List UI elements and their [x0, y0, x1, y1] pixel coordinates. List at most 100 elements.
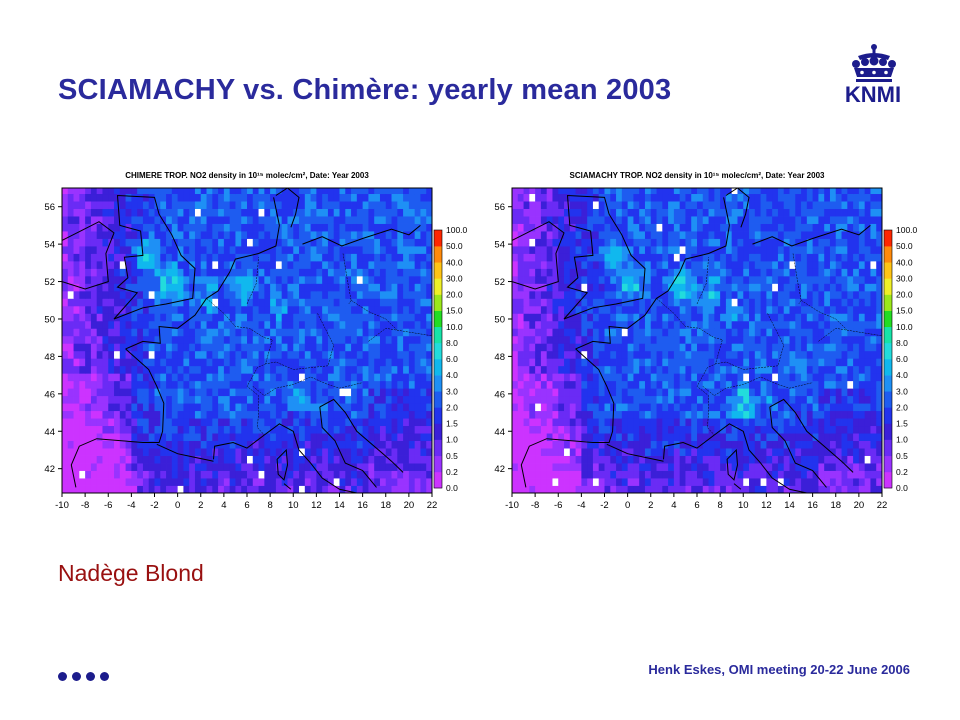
heatmap-cell — [108, 328, 115, 337]
heatmap-cell — [673, 425, 681, 434]
heatmap-cell — [79, 388, 86, 397]
heatmap-cell — [587, 238, 594, 247]
heatmap-cell — [322, 440, 329, 449]
heatmap-cell — [206, 238, 213, 247]
heatmap-cell — [420, 268, 427, 277]
heatmap-cell — [189, 455, 196, 464]
heatmap-cell — [610, 365, 617, 374]
heatmap-cell — [743, 478, 750, 486]
heatmap-cell — [327, 485, 335, 493]
heatmap-cell — [621, 440, 629, 449]
heatmap-cell — [702, 403, 709, 412]
heatmap-cell — [131, 193, 138, 202]
heatmap-cell — [616, 320, 623, 329]
heatmap-cell — [264, 320, 271, 329]
heatmap-cell — [67, 395, 74, 404]
heatmap-cell — [310, 320, 317, 329]
heatmap-cell — [512, 343, 519, 352]
heatmap-cell — [327, 418, 335, 427]
heatmap-cell — [639, 268, 646, 277]
y-tick-label: 42 — [44, 464, 55, 475]
heatmap-cell — [368, 418, 375, 427]
heatmap-cell — [310, 418, 317, 427]
heatmap-cell — [564, 388, 571, 397]
heatmap-cell — [720, 275, 727, 284]
heatmap-cell — [287, 313, 294, 322]
colorbar-label: 1.5 — [446, 419, 458, 429]
heatmap-cell — [656, 298, 663, 307]
heatmap-cell — [639, 231, 646, 239]
heatmap-cell — [327, 365, 335, 374]
heatmap-cell — [160, 208, 167, 217]
heatmap-cell — [345, 193, 352, 202]
heatmap-cell — [206, 343, 213, 352]
heatmap-cell — [62, 208, 69, 217]
heatmap-cell — [633, 448, 640, 456]
x-tick-label: 10 — [288, 500, 299, 511]
heatmap-cell — [870, 268, 877, 277]
heatmap-cell — [858, 305, 866, 314]
heatmap-cell — [749, 290, 756, 299]
heatmap-cell — [356, 418, 364, 427]
heatmap-cell — [403, 188, 410, 195]
heatmap-cell — [293, 455, 300, 464]
heatmap-cell — [108, 373, 115, 382]
heatmap-cell — [85, 478, 92, 486]
heatmap-cell — [241, 290, 248, 299]
heatmap-cell — [777, 335, 785, 344]
heatmap-cell — [264, 365, 271, 374]
heatmap-cell — [592, 320, 600, 329]
heatmap-cell — [662, 290, 669, 299]
heatmap-cell — [766, 253, 773, 262]
heatmap-cell — [362, 380, 369, 389]
heatmap-cell — [310, 260, 317, 269]
heatmap-cell — [818, 260, 825, 269]
heatmap-cell — [85, 260, 92, 269]
heatmap-cell — [119, 305, 126, 314]
heatmap-cell — [142, 246, 150, 254]
heatmap-cell — [420, 188, 427, 195]
heatmap-cell — [339, 448, 346, 456]
heatmap-cell — [368, 350, 375, 359]
heatmap-cell — [90, 485, 98, 493]
heatmap-cell — [679, 343, 686, 352]
heatmap-cell — [264, 275, 271, 284]
heatmap-cell — [592, 246, 600, 254]
heatmap-cell — [397, 231, 404, 239]
heatmap-cell — [148, 275, 155, 284]
heatmap-cell — [247, 388, 254, 397]
heatmap-cell — [339, 373, 346, 382]
heatmap-cell — [391, 238, 398, 247]
heatmap-cell — [403, 223, 410, 232]
heatmap-cell — [102, 410, 109, 419]
heatmap-cell — [598, 268, 605, 277]
heatmap-cell — [362, 223, 369, 232]
heatmap-cell — [737, 373, 744, 382]
heatmap-cell — [426, 238, 432, 247]
heatmap-cell — [420, 305, 427, 314]
heatmap-cell — [749, 320, 756, 329]
heatmap-cell — [270, 201, 277, 209]
heatmap-cell — [789, 455, 796, 464]
heatmap-cell — [131, 470, 138, 479]
heatmap-cell — [304, 463, 311, 471]
heatmap-cell — [835, 440, 842, 449]
heatmap-cell — [293, 298, 300, 307]
heatmap-cell — [218, 418, 225, 427]
heatmap-cell — [189, 246, 196, 254]
heatmap-cell — [558, 313, 565, 322]
heatmap-cell — [702, 268, 709, 277]
heatmap-cell — [264, 418, 271, 427]
heatmap-cell — [806, 485, 814, 493]
heatmap-cell — [96, 201, 103, 209]
heatmap-cell — [691, 403, 698, 412]
heatmap-cell — [540, 305, 548, 314]
heatmap-cell — [235, 208, 242, 217]
heatmap-cell — [102, 335, 109, 344]
heatmap-cell — [368, 358, 375, 367]
heatmap-cell — [691, 335, 698, 344]
heatmap-cell — [90, 223, 98, 232]
chimere-no2-map: CHIMERE TROP. NO2 density in 10¹⁵ molec/… — [44, 171, 467, 511]
heatmap-cell — [142, 313, 150, 322]
heatmap-cell — [287, 388, 294, 397]
